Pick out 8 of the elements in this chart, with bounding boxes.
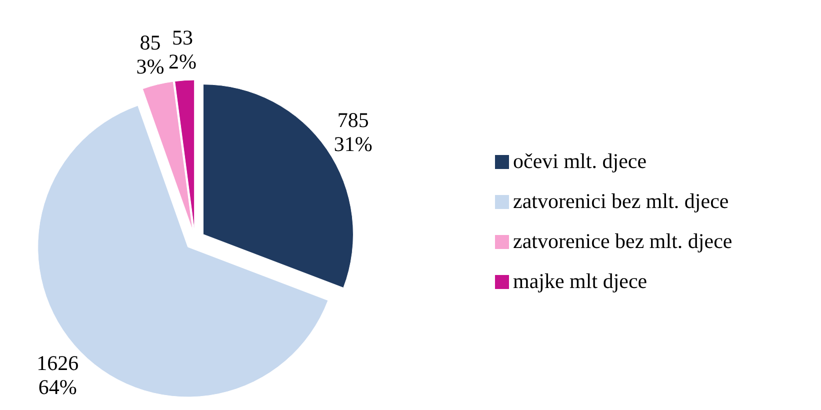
legend-label: zatvorenice bez mlt. djece	[513, 229, 732, 253]
data-label: 1626 64%	[36, 351, 79, 400]
data-label: 785 31%	[334, 108, 372, 156]
data-label: 85 3%	[136, 30, 164, 78]
legend-label: očevi mlt. djece	[513, 149, 647, 173]
legend-label: zatvorenici bez mlt. djece	[513, 189, 729, 213]
data-label: 53 2%	[168, 25, 196, 74]
legend-label: majke mlt djece	[513, 269, 648, 293]
